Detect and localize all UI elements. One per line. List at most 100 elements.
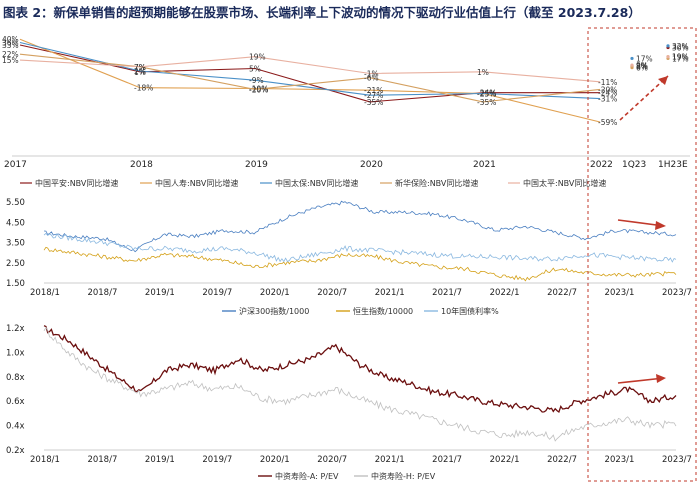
nbv-value-label: 7%	[134, 63, 146, 72]
nbv-value-label: -9%	[249, 76, 264, 85]
nbv-value-label: 36%	[2, 39, 19, 48]
nbv-value-label: -27%	[364, 91, 383, 100]
nbv-point	[630, 63, 634, 67]
nbv-x-tick: 2020	[360, 160, 383, 170]
series-line-2	[43, 232, 677, 263]
legend-label: 新华保险:NBV同比增速	[395, 178, 478, 188]
y-tick-label: 5.50	[6, 198, 25, 208]
legend-label: 中国平安:NBV同比增速	[35, 178, 118, 188]
nbv-line-4	[19, 56, 601, 83]
series-line-0	[43, 325, 677, 414]
pev-trend-arrowhead	[656, 374, 666, 383]
y-tick-label: 4.50	[6, 218, 25, 228]
x-tick-label: 2022/1	[490, 288, 520, 298]
nbv-value-label: -24%	[598, 89, 617, 98]
x-tick-label: 2018/7	[87, 455, 117, 465]
nbv-x-tick: 2021	[473, 160, 496, 170]
nbv-value-label: 1%	[134, 68, 146, 77]
x-tick-label: 2022/7	[547, 455, 577, 465]
legend-label: 沪深300指数/1000	[239, 306, 309, 316]
y-tick-label: 1.2x	[6, 324, 25, 334]
legend-label: 10年国债利率%	[441, 306, 499, 316]
x-tick-label: 2020/1	[260, 455, 290, 465]
nbv-point-label: 32%	[672, 42, 689, 51]
series-line-1	[43, 246, 677, 282]
series-line-0	[43, 200, 677, 253]
x-tick-label: 2020/7	[317, 288, 347, 298]
nbv-line-0	[19, 44, 600, 103]
nbv-value-label: -20%	[249, 85, 268, 94]
y-tick-label: 0.4x	[6, 422, 25, 432]
nbv-point-label: 19%	[672, 53, 689, 62]
x-tick-label: 2023/7	[662, 455, 692, 465]
legend-label: 中资寿险-A: P/EV	[275, 471, 339, 481]
nbv-x-tick: 2017	[4, 160, 27, 170]
nbv-value-label: 5%	[249, 64, 261, 73]
y-tick-label: 2.50	[6, 259, 25, 269]
nbv-value-label: 22%	[2, 50, 19, 59]
nbv-point-label: 30%	[672, 44, 689, 53]
trend-arrow-head	[658, 76, 668, 85]
nbv-line-3	[19, 53, 601, 103]
legend-label: 中国太保:NBV同比增速	[275, 178, 358, 188]
nbv-point-label: 6%	[636, 64, 648, 73]
x-tick-label: 2023/1	[605, 455, 635, 465]
nbv-x-tick: 1Q23	[622, 160, 646, 170]
x-tick-label: 2019/1	[145, 455, 175, 465]
x-tick-label: 2021/1	[375, 455, 405, 465]
x-tick-label: 2022/7	[547, 288, 577, 298]
nbv-x-tick: 2019	[245, 160, 268, 170]
nbv-point-label: 17%	[672, 54, 689, 63]
series-line-1	[43, 326, 677, 442]
trend-arrow-line	[619, 75, 669, 121]
nbv-line-1	[19, 38, 601, 123]
nbv-value-label: 2%	[134, 67, 146, 76]
y-tick-label: 3.50	[6, 239, 25, 249]
nbv-point-label: 8%	[636, 62, 648, 71]
nbv-value-label: -35%	[364, 98, 383, 107]
x-tick-label: 2019/1	[145, 288, 175, 298]
nbv-point	[630, 66, 634, 70]
legend-label: 中资寿险-H: P/EV	[371, 471, 436, 481]
nbv-value-label: 15%	[2, 56, 19, 65]
nbv-x-tick: 2018	[130, 160, 153, 170]
nbv-value-label: -1%	[364, 69, 379, 78]
legend-label: 中国人寿:NBV同比增速	[155, 178, 238, 188]
y-tick-label: 0.2x	[6, 446, 25, 456]
nbv-value-label: -31%	[598, 95, 617, 104]
nbv-value-label: -25%	[477, 90, 496, 99]
nbv-value-label: 33%	[2, 41, 19, 50]
x-tick-label: 2019/7	[202, 455, 232, 465]
x-tick-label: 2021/1	[375, 288, 405, 298]
nbv-point	[630, 56, 634, 61]
y-tick-label: 1.50	[6, 279, 25, 289]
x-tick-label: 2023/7	[662, 288, 692, 298]
nbv-point-label: 17%	[636, 54, 653, 63]
highlight-box	[587, 27, 697, 482]
x-tick-label: 2020/7	[317, 455, 347, 465]
x-tick-label: 2018/1	[30, 288, 60, 298]
y-tick-label: 0.6x	[6, 397, 25, 407]
nbv-point	[666, 44, 670, 48]
x-tick-label: 2022/1	[490, 455, 520, 465]
legend-label: 中国太平:NBV同比增速	[523, 178, 606, 188]
nbv-value-label: -6%	[364, 74, 379, 83]
nbv-line-2	[19, 41, 601, 100]
nbv-point-label: 19%	[672, 53, 689, 62]
nbv-value-label: 1%	[477, 68, 489, 77]
nbv-value-label: -21%	[364, 86, 383, 95]
nbv-point	[666, 55, 670, 59]
nbv-x-tick: 2022	[590, 160, 613, 170]
nbv-value-label: -18%	[134, 84, 153, 93]
nbv-value-label: -11%	[598, 78, 617, 87]
x-tick-label: 2020/1	[260, 288, 290, 298]
x-tick-label: 2021/7	[432, 288, 462, 298]
nbv-point-label: 9%	[636, 61, 648, 70]
x-tick-label: 2018/1	[30, 455, 60, 465]
nbv-value-label: -20%	[598, 85, 617, 94]
nbv-x-tick: 1H23E	[658, 160, 688, 170]
nbv-value-label: -35%	[477, 98, 496, 107]
y-tick-label: 1.0x	[6, 348, 25, 358]
figure-title: 图表 2：新保单销售的超预期能够在股票市场、长端利率上下波动的情况下驱动行业估值…	[3, 5, 641, 20]
